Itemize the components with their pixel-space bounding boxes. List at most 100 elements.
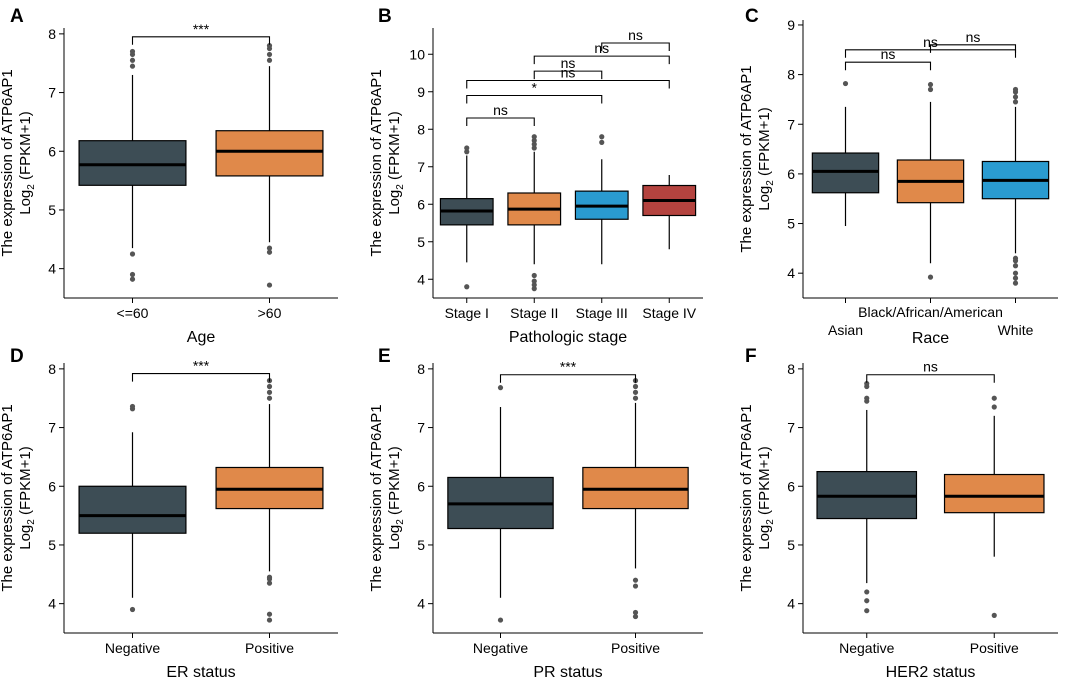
y-tick-label: 4 — [48, 261, 56, 277]
bracket-line — [929, 44, 1017, 53]
x-tick-label: Asian — [828, 322, 863, 338]
y-tick-label: 5 — [48, 202, 56, 218]
y-tick-label: 4 — [787, 596, 795, 612]
panel-letter: B — [378, 6, 392, 27]
box-1 — [896, 81, 965, 280]
outlier-point — [864, 598, 870, 604]
outlier-point — [129, 606, 136, 613]
significance-label: ns — [966, 29, 981, 45]
panel-letter: F — [745, 346, 757, 367]
y-tick-label: 5 — [787, 537, 795, 553]
bracket-line — [601, 42, 670, 51]
box-2 — [981, 86, 1050, 286]
outlier-point — [864, 395, 870, 401]
outlier-point — [632, 613, 639, 620]
x-tick-label: >60 — [258, 305, 282, 321]
significance-label: ns — [628, 27, 643, 43]
y-tick-label: 6 — [787, 166, 795, 182]
x-tick-label: Negative — [473, 640, 528, 656]
x-tick-label: Positive — [611, 640, 660, 656]
panel-letter: D — [10, 346, 24, 367]
box-0 — [816, 380, 918, 614]
box-3 — [642, 175, 697, 250]
y-axis-sublabel: Log2 (FPKM+1) — [17, 446, 37, 550]
x-tick-label: Negative — [105, 640, 160, 656]
significance-label: *** — [193, 21, 210, 37]
box-1 — [215, 43, 324, 288]
x-tick-label: White — [998, 322, 1034, 338]
outlier-point — [927, 274, 934, 280]
x-tick-label: Stage IV — [642, 305, 696, 321]
x-tick-label: Black/African/American — [858, 304, 1003, 320]
outlier-point — [129, 403, 136, 410]
y-tick-label: 7 — [48, 85, 56, 101]
significance-bracket: *** — [131, 21, 271, 45]
significance-label: ns — [923, 34, 938, 50]
y-tick-label: 6 — [417, 196, 425, 212]
y-tick-label: 6 — [48, 478, 56, 494]
outlier-point — [927, 81, 934, 88]
panel-letter: E — [378, 346, 391, 367]
significance-bracket: ns — [929, 29, 1017, 53]
panel-a: A The expression of ATP6AP1 Log2 (FPKM+1) 4… — [0, 6, 338, 346]
significance-label: ns — [561, 65, 576, 81]
y-tick-label: 8 — [417, 361, 425, 377]
y-tick-label: 8 — [48, 26, 56, 42]
bracket-line — [533, 70, 603, 80]
outlier-point — [632, 583, 639, 589]
significance-bracket: *** — [131, 358, 271, 382]
box-0 — [439, 145, 494, 290]
x-axis-title: Pathologic stage — [509, 329, 627, 346]
y-tick-label: 7 — [417, 159, 425, 175]
outlier-point — [129, 271, 136, 278]
outlier-point — [464, 149, 470, 155]
significance-label: *** — [560, 359, 577, 375]
panel-b: B The expression of ATP6AP1 Log2 (FPKM+1) 4… — [368, 6, 703, 346]
y-tick-label: 8 — [787, 361, 795, 377]
significance-label: * — [532, 80, 538, 96]
box-1 — [943, 395, 1045, 618]
outlier-point — [1012, 280, 1019, 286]
outlier-point — [266, 249, 273, 255]
outlier-point — [632, 609, 639, 616]
x-tick-label: Positive — [245, 640, 294, 656]
x-axis-title: HER2 status — [886, 664, 976, 680]
box-iqr — [78, 140, 187, 186]
outlier-point — [266, 389, 273, 395]
x-tick-label: Stage I — [445, 305, 489, 321]
box-0 — [447, 385, 554, 623]
bracket-line — [466, 94, 603, 104]
y-tick-label: 9 — [787, 17, 795, 33]
y-tick-label: 6 — [48, 143, 56, 159]
significance-bracket: * — [466, 80, 603, 104]
box-iqr — [943, 473, 1045, 514]
outlier-point — [864, 380, 870, 387]
y-tick-label: 4 — [417, 596, 425, 612]
significance-bracket: ns — [466, 65, 670, 89]
outlier-point — [129, 57, 136, 63]
y-axis-label: The expression of ATP6AP1 — [0, 404, 16, 591]
y-tick-label: 10 — [409, 46, 425, 62]
significance-bracket: ns — [533, 55, 603, 80]
outlier-point — [266, 580, 273, 586]
y-tick-label: 9 — [417, 84, 425, 100]
y-axis-label: The expression of ATP6AP1 — [368, 404, 385, 591]
outlier-point — [464, 284, 470, 290]
outlier-point — [129, 63, 136, 69]
y-tick-label: 4 — [48, 596, 56, 612]
y-tick-label: 7 — [787, 420, 795, 436]
x-axis-title: Age — [187, 329, 216, 346]
y-tick-label: 8 — [48, 361, 56, 377]
significance-label: ns — [493, 102, 508, 118]
outlier-point — [531, 145, 537, 151]
outlier-point — [991, 395, 997, 401]
y-tick-label: 5 — [787, 216, 795, 232]
box-1 — [215, 378, 324, 623]
y-axis-label: The expression of ATP6AP1 — [738, 404, 755, 591]
outlier-point — [129, 276, 136, 282]
outlier-point — [531, 278, 537, 284]
bracket-line — [533, 55, 670, 65]
outlier-point — [632, 389, 639, 395]
outlier-point — [266, 43, 273, 49]
